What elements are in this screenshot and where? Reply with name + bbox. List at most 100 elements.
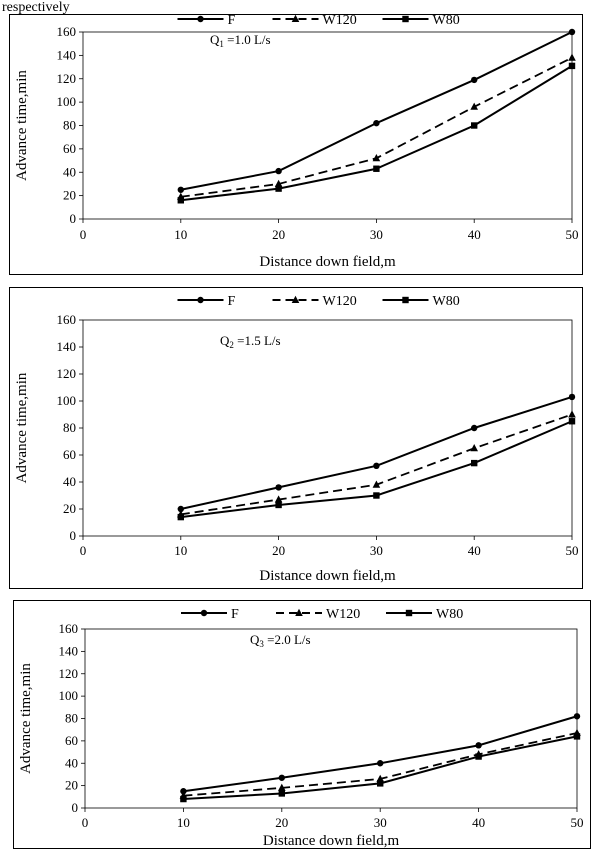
legend-marker: [402, 296, 409, 304]
y-tick-label: 160: [59, 621, 79, 636]
legend-item-w80: W80: [386, 607, 463, 622]
plot-area: [84, 628, 578, 809]
data-point: [470, 444, 478, 452]
legend-item-w80: W80: [382, 294, 460, 309]
data-point: [373, 165, 380, 172]
flow-rate-annotation: Q3 =2.0 L/s: [250, 632, 311, 649]
legend-label: W120: [326, 607, 360, 622]
chart-panel-2: 0 20 40 60 80 100 120 140 160 0 10 20 30 40 50 Distance…: [0, 287, 591, 589]
x-tick-label: 30: [374, 815, 387, 830]
x-tick-label: 40: [468, 543, 481, 558]
chart-panel-1: 0 20 40 60 80 100 120 140 160 0 10 20 30 40 50 Distance…: [0, 13, 591, 275]
y-axis-label: Advance time,min: [18, 663, 34, 774]
y-tick-label: 0: [70, 528, 77, 543]
data-point: [373, 492, 380, 499]
data-point: [274, 179, 283, 187]
legend-label: W80: [436, 607, 463, 622]
data-point: [377, 780, 384, 787]
data-point: [471, 122, 478, 129]
data-point: [475, 753, 482, 760]
y-tick-label: 160: [57, 24, 77, 39]
legend-label: F: [228, 13, 236, 28]
data-point: [274, 495, 283, 503]
series-f: [177, 393, 576, 513]
legend-item-w120: W120: [272, 294, 357, 309]
y-tick-label: 60: [65, 733, 78, 748]
y-tick-label: 60: [63, 447, 76, 462]
y-tick-label: 160: [57, 312, 77, 327]
y-axis-label: Advance time,min: [14, 372, 30, 483]
legend-item-w120: W120: [276, 607, 360, 622]
data-point: [177, 197, 184, 204]
data-point: [573, 713, 581, 720]
series-line: [180, 56, 573, 198]
y-tick-label: 140: [57, 339, 77, 354]
x-axis-label: Distance down field,m: [259, 568, 396, 584]
plot-area: [82, 319, 573, 537]
y-tick-label: 100: [57, 94, 77, 109]
legend: F W120 W80: [177, 294, 460, 309]
legend-item-w80: W80: [382, 13, 460, 28]
data-point: [275, 501, 282, 509]
data-point: [177, 505, 184, 513]
data-point: [568, 410, 576, 418]
data-point: [573, 733, 581, 740]
y-tick-label: 120: [57, 71, 77, 86]
y-tick-label: 80: [63, 420, 76, 435]
legend-item-f: F: [181, 607, 239, 622]
legend-marker: [295, 608, 303, 616]
data-point: [568, 53, 576, 61]
y-tick-label: 80: [63, 118, 76, 133]
legend-item-w120: W120: [272, 13, 357, 28]
data-point: [373, 462, 380, 469]
x-tick-label: 20: [272, 227, 285, 242]
data-point: [275, 167, 282, 175]
x-tick-label: 0: [80, 543, 87, 558]
legend-marker: [197, 296, 204, 304]
x-tick-label: 50: [571, 815, 584, 830]
x-tick-label: 10: [177, 815, 190, 830]
x-tick-label: 30: [370, 543, 383, 558]
x-tick-label: 10: [174, 543, 187, 558]
y-tick-label: 100: [57, 393, 77, 408]
series-line: [180, 395, 573, 510]
x-tick-label: 40: [468, 227, 481, 242]
y-tick-label: 40: [65, 755, 78, 770]
legend-label: F: [228, 294, 236, 309]
y-tick-label: 20: [63, 501, 76, 516]
chart-svg: 0 20 40 60 80 100 120 140 160 0 10 20 30 40 50 Distance…: [14, 13, 579, 270]
data-point: [568, 62, 576, 70]
legend-item-f: F: [177, 13, 236, 28]
y-tick-label: 120: [57, 366, 77, 381]
x-tick-label: 40: [472, 815, 485, 830]
legend-label: F: [231, 607, 239, 622]
chart-frame: [9, 14, 583, 275]
x-tick-label: 30: [370, 227, 383, 242]
x-tick-label: 50: [566, 227, 579, 242]
data-point: [177, 513, 184, 521]
x-tick-label: 0: [82, 815, 89, 830]
legend-label: W120: [323, 13, 357, 28]
x-axis-label: Distance down field,m: [259, 254, 396, 270]
y-tick-label: 100: [59, 688, 79, 703]
y-tick-label: 20: [65, 778, 78, 793]
data-point: [278, 783, 286, 791]
y-tick-label: 40: [63, 474, 76, 489]
data-point: [471, 459, 478, 467]
series-f: [177, 28, 576, 193]
y-tick-label: 80: [65, 711, 78, 726]
data-point: [471, 424, 478, 432]
y-tick-label: 0: [72, 800, 79, 815]
data-point: [475, 742, 482, 749]
data-point: [568, 393, 576, 401]
legend-marker: [200, 609, 208, 617]
legend-marker: [291, 14, 300, 22]
x-tick-label: 50: [566, 543, 579, 558]
data-point: [470, 102, 478, 110]
data-point: [180, 795, 187, 803]
series-line: [180, 65, 573, 202]
data-point: [373, 119, 380, 127]
data-point: [568, 28, 576, 36]
x-tick-label: 0: [80, 227, 87, 242]
series-w120: [177, 53, 576, 200]
